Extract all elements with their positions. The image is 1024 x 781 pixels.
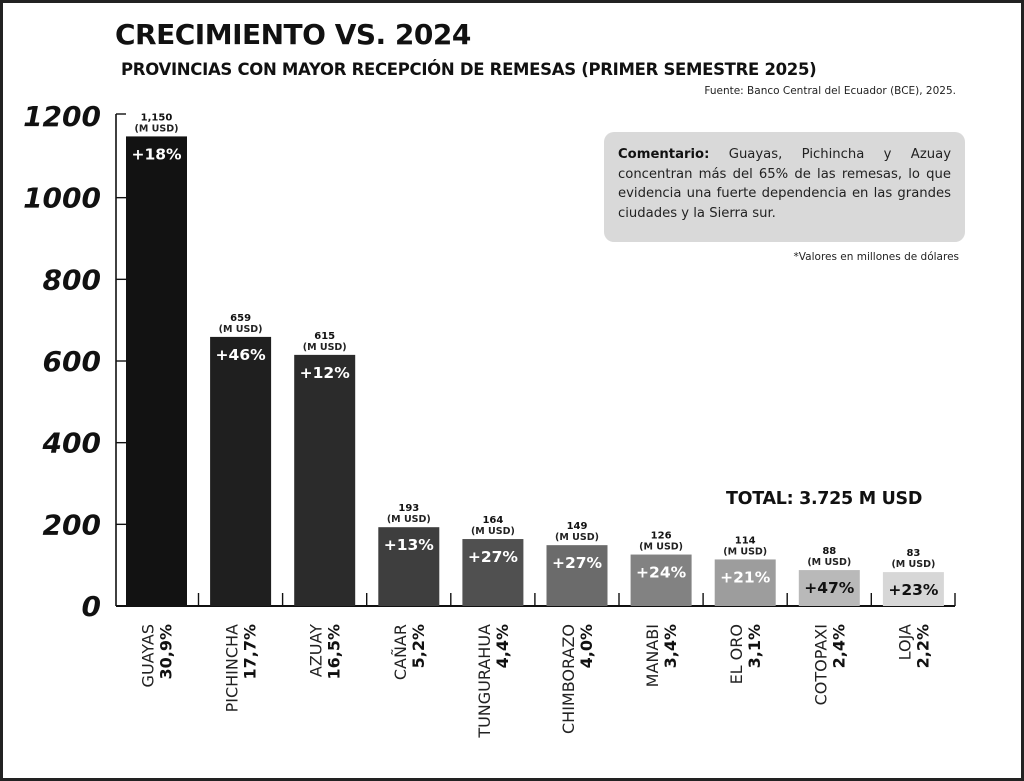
y-tick-label: 1000 <box>23 182 101 215</box>
bar-manabi <box>630 554 692 606</box>
category-name: TUNGURAHUA <box>475 624 494 739</box>
unit-label: (M USD) <box>471 526 515 537</box>
category-name: PICHINCHA <box>223 624 242 712</box>
category-share: 4,0% <box>577 624 596 668</box>
bar-el-oro <box>714 559 776 606</box>
bar-chimborazo <box>546 545 608 606</box>
growth-label: +21% <box>720 568 771 586</box>
y-tick-label: 200 <box>43 508 101 541</box>
bar-cotopaxi <box>798 570 860 606</box>
unit-label: (M USD) <box>219 324 263 335</box>
category-name: GUAYAS <box>139 624 158 687</box>
category-share: 16,5% <box>325 624 344 680</box>
category-share: 2,2% <box>913 624 932 668</box>
growth-label: +12% <box>300 364 351 382</box>
unit-label: (M USD) <box>891 559 935 570</box>
values-note: *Valores en millones de dólares <box>793 251 959 263</box>
growth-label: +23% <box>888 581 939 599</box>
category-label: AZUAY 16,5% <box>307 624 344 680</box>
growth-label: +18% <box>131 145 182 163</box>
value-label: 83 <box>906 548 920 559</box>
labels: 1,150(M USD)+18%GUAYAS 30,9%659(M USD)+46… <box>131 112 938 738</box>
category-label: GUAYAS 30,9% <box>139 624 176 687</box>
value-label: 659 <box>230 313 251 324</box>
bar-azuay <box>294 354 356 606</box>
value-label: 193 <box>398 503 419 514</box>
y-tick-label: 1200 <box>23 100 101 133</box>
category-label: MANABI 3,4% <box>643 624 680 687</box>
category-share: 3,1% <box>745 624 764 668</box>
chart-subtitle: PROVINCIAS CON MAYOR RECEPCIÓN DE REMESA… <box>121 60 817 79</box>
value-label: 615 <box>314 331 335 342</box>
value-label: 164 <box>482 515 503 526</box>
category-name: LOJA <box>895 624 914 660</box>
growth-label: +27% <box>552 554 603 572</box>
bar-loja <box>882 572 944 606</box>
y-tick-label: 800 <box>43 263 101 296</box>
y-tick-label: 600 <box>43 345 101 378</box>
category-share: 3,4% <box>661 624 680 668</box>
unit-label: (M USD) <box>723 546 767 557</box>
category-share: 17,7% <box>241 624 260 680</box>
value-label: 149 <box>567 521 588 532</box>
comment-box: Comentario: Guayas, Pichincha y Azuay co… <box>604 132 965 242</box>
category-label: CAÑAR 5,2% <box>391 624 428 680</box>
category-name: CAÑAR <box>391 624 410 680</box>
category-label: CHIMBORAZO 4,0% <box>559 624 596 734</box>
category-label: TUNGURAHUA 4,4% <box>475 624 512 739</box>
category-name: CHIMBORAZO <box>559 624 578 734</box>
chart-title: CRECIMIENTO VS. 2024 <box>115 18 471 51</box>
category-share: 2,4% <box>829 624 848 668</box>
unit-label: (M USD) <box>639 542 683 553</box>
value-label: 126 <box>651 531 672 542</box>
category-share: 5,2% <box>409 624 428 668</box>
category-name: COTOPAXI <box>811 624 830 705</box>
category-label: PICHINCHA 17,7% <box>223 624 260 712</box>
growth-label: +24% <box>636 564 687 582</box>
comment-label: Comentario: <box>618 147 710 162</box>
category-share: 30,9% <box>157 624 176 680</box>
y-tick-label: 0 <box>82 590 101 623</box>
source-note: Fuente: Banco Central del Ecuador (BCE),… <box>704 85 956 97</box>
value-label: 88 <box>822 546 836 557</box>
bar-tungurahua <box>462 539 524 606</box>
growth-label: +13% <box>384 536 435 554</box>
value-label: 114 <box>735 535 756 546</box>
unit-label: (M USD) <box>135 123 179 134</box>
unit-label: (M USD) <box>807 557 851 568</box>
category-label: EL ORO 3,1% <box>727 624 764 684</box>
growth-label: +47% <box>804 579 855 597</box>
bar-pichincha <box>210 336 272 606</box>
category-label: COTOPAXI 2,4% <box>811 624 848 705</box>
comment-text: Guayas, Pichincha y Azuay concentran más… <box>618 147 951 221</box>
y-tick-label: 400 <box>42 427 101 460</box>
bar-guayas <box>126 136 187 606</box>
unit-label: (M USD) <box>387 514 431 525</box>
growth-label: +46% <box>216 346 267 364</box>
category-name: AZUAY <box>307 624 326 677</box>
category-name: MANABI <box>643 624 662 687</box>
category-share: 4,4% <box>493 624 512 668</box>
category-name: EL ORO <box>727 624 746 684</box>
unit-label: (M USD) <box>303 342 347 353</box>
value-label: 1,150 <box>141 112 173 123</box>
bars <box>126 136 944 606</box>
bar-canar <box>378 527 440 606</box>
category-label: LOJA 2,2% <box>895 624 932 668</box>
unit-label: (M USD) <box>555 532 599 543</box>
growth-label: +27% <box>468 548 519 566</box>
total-label: TOTAL: 3.725 M USD <box>726 489 923 509</box>
